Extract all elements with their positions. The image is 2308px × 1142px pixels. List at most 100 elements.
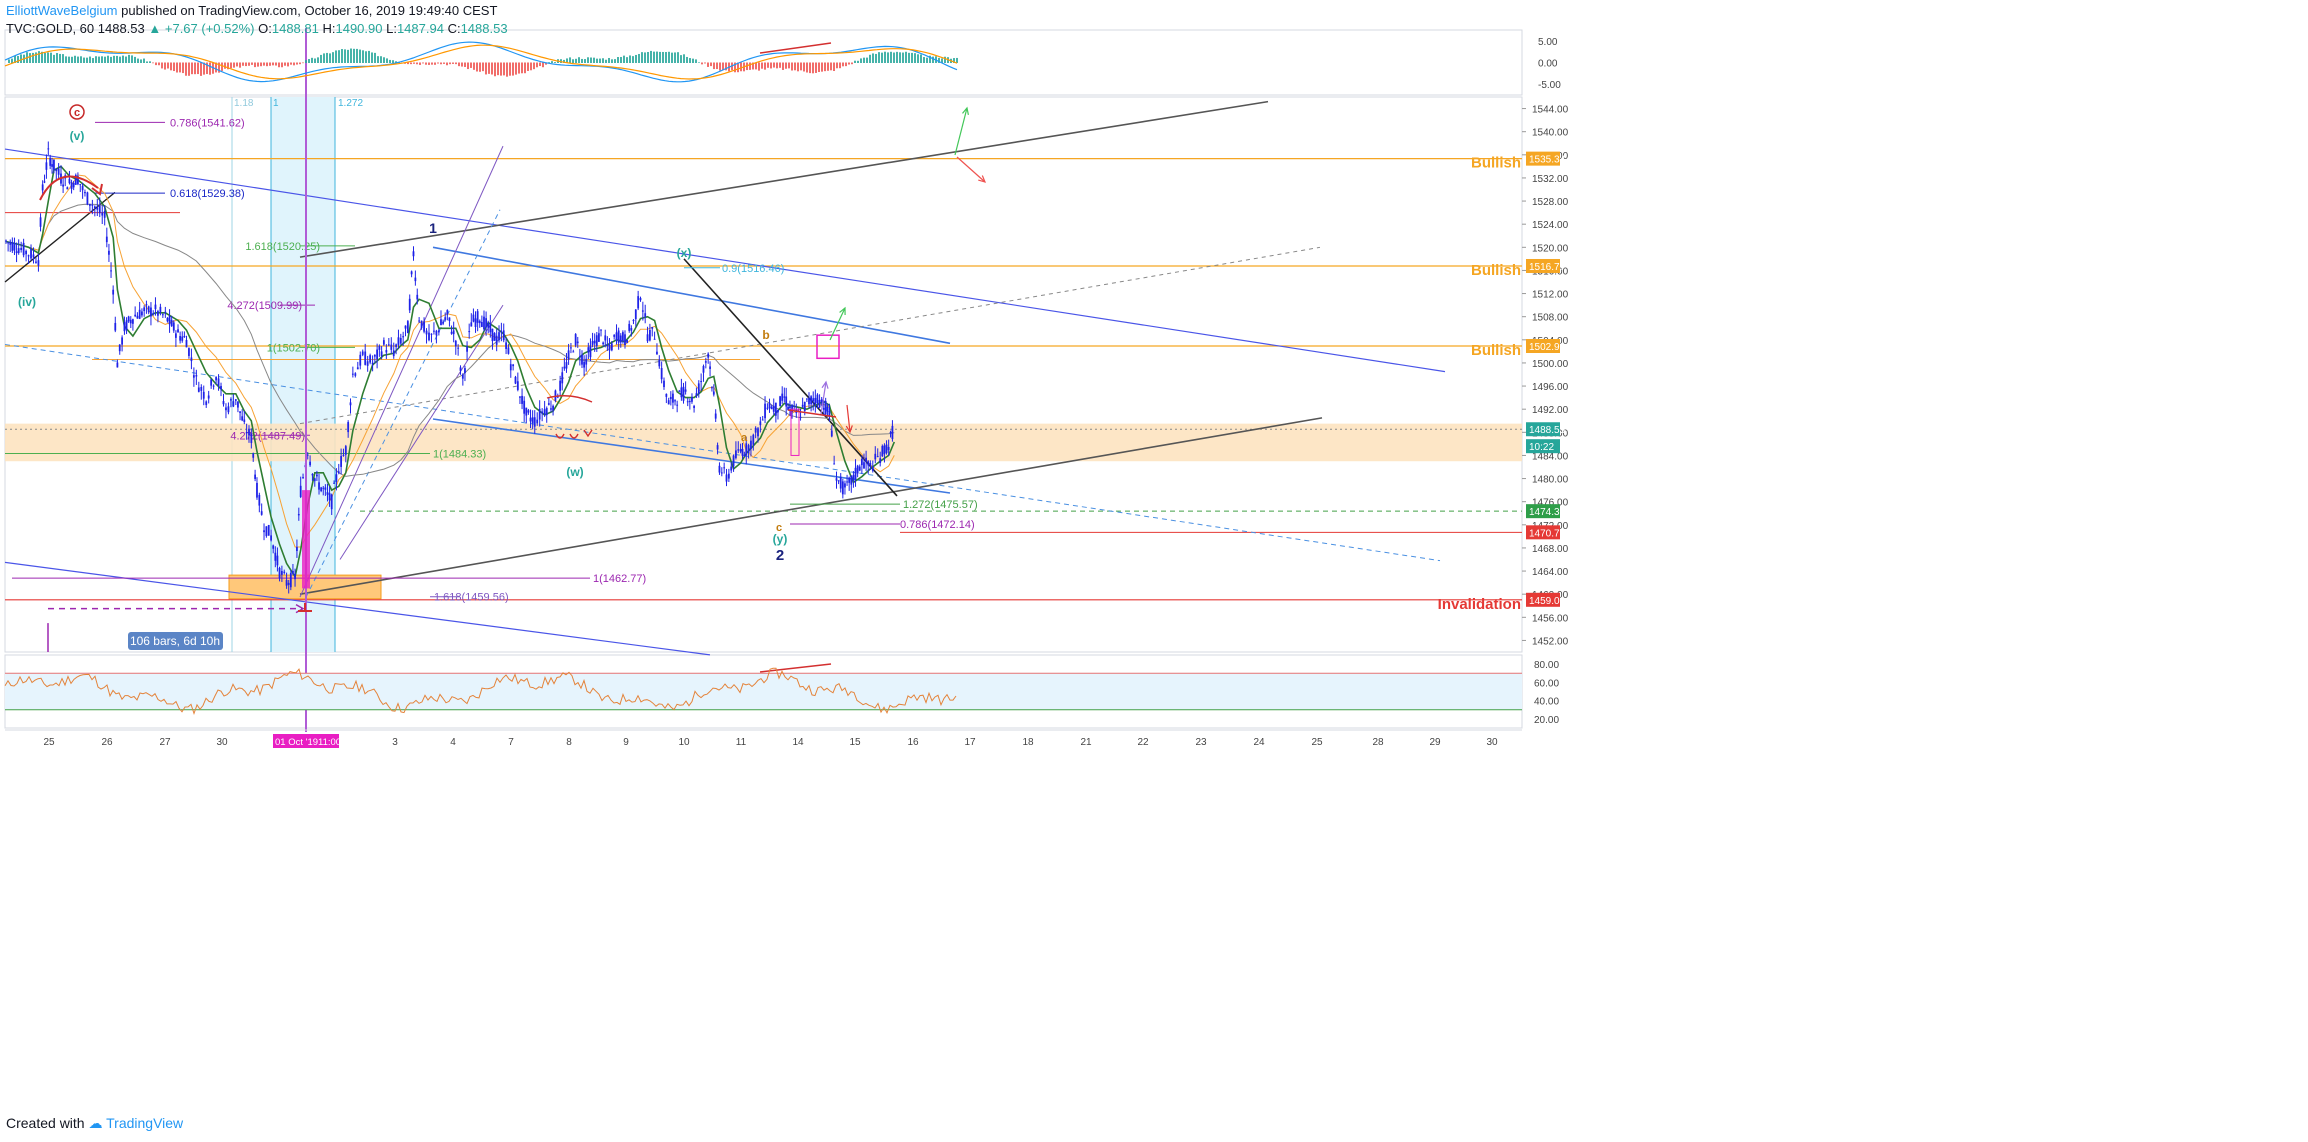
macd-bar (941, 58, 943, 63)
candle-body (408, 298, 411, 311)
y-tick-label: 1452.00 (1532, 636, 1569, 647)
candle-body (202, 391, 205, 399)
fib-level-label: 0.618(1529.38) (170, 188, 245, 200)
macd-bar (635, 54, 637, 63)
candle-body (480, 321, 483, 327)
macd-bar (581, 58, 583, 63)
macd-bar (956, 57, 958, 63)
price-axis-badge (1526, 592, 1560, 607)
macd-bar (683, 54, 685, 63)
macd-bar (29, 53, 31, 63)
candle-body (324, 487, 327, 490)
macd-bar (167, 62, 169, 69)
candle-body (529, 417, 532, 422)
candle-body (17, 248, 20, 254)
candle-body (660, 367, 663, 380)
author-link[interactable]: ElliottWaveBelgium (6, 3, 118, 18)
x-tick-label: 11 (736, 737, 747, 748)
macd-bar (62, 54, 64, 63)
macd-bar (848, 62, 850, 65)
candle-body (127, 316, 130, 322)
price-axis-badge (1526, 439, 1560, 454)
candle-body (574, 334, 577, 346)
rsi-band (5, 673, 1522, 710)
candle-body (761, 419, 764, 421)
candle-body (437, 330, 440, 333)
macd-bar (590, 57, 592, 63)
macd-bar (512, 62, 514, 76)
x-tick-label: 8 (566, 737, 572, 748)
candle-body (653, 338, 656, 340)
macd-bar (665, 52, 667, 63)
candle-body (509, 364, 512, 371)
candle-body (239, 411, 241, 413)
candle-body (665, 393, 668, 397)
macd-bar (539, 62, 541, 67)
macd-bar (149, 61, 151, 63)
candle-body (772, 405, 775, 412)
wave-channel-upper (432, 246, 951, 345)
macd-bar (104, 56, 106, 63)
candle-body (576, 341, 579, 344)
candle-body (552, 405, 554, 411)
candle-body (136, 315, 139, 319)
candle-body (495, 335, 498, 345)
candle-body (306, 454, 309, 456)
y-tick-label: 1480.00 (1532, 475, 1569, 486)
x-tick-label: 17 (964, 737, 976, 748)
candle-body (846, 481, 848, 483)
y-tick-label: 1484.00 (1532, 451, 1569, 462)
macd-bar (944, 56, 946, 63)
candle-body (543, 409, 546, 415)
macd-bar (431, 62, 433, 65)
macd-bar (488, 62, 490, 74)
candle-body (98, 205, 101, 214)
macd-bar (503, 62, 505, 76)
macd-bar (536, 62, 538, 68)
range-measure-badge (128, 632, 223, 650)
candle-body (366, 361, 369, 366)
candle-body (177, 329, 179, 333)
candle-body (774, 402, 777, 416)
tradingview-brand[interactable]: TradingView (106, 1115, 184, 1131)
macd-bar (551, 61, 553, 63)
publish-line: ElliottWaveBelgium published on TradingV… (6, 3, 497, 18)
macd-bar (386, 58, 388, 63)
candle-body (234, 399, 237, 401)
reversal-arc (39, 175, 99, 201)
candle-body (43, 181, 46, 183)
candle-body (39, 217, 42, 227)
candle-body (289, 572, 292, 588)
projection-arrow-up-head (821, 380, 829, 389)
candle-body (333, 482, 335, 484)
macd-bar (881, 52, 883, 63)
tradingview-logo-icon[interactable]: ☁ (88, 1115, 103, 1131)
macd-bar (143, 58, 145, 63)
candle-body (302, 477, 304, 479)
candle-body (81, 185, 84, 191)
candle-body (378, 346, 381, 350)
macd-bar (875, 53, 877, 63)
fib-level-label: 1(1502.70) (267, 342, 320, 354)
macd-bar (161, 62, 163, 69)
candle-body (397, 337, 400, 346)
macd-bar (578, 57, 580, 63)
candle-body (810, 396, 813, 405)
macd-bar (230, 62, 232, 69)
macd-bar (617, 57, 619, 63)
candle-body (359, 354, 362, 366)
y-tick-label: 1500.00 (1532, 359, 1569, 370)
macd-bar (44, 52, 46, 63)
candle-body (841, 481, 844, 495)
candle-body (227, 406, 230, 413)
candle-body (170, 319, 173, 327)
macd-bar (896, 51, 898, 63)
candle-body (309, 461, 311, 466)
candle-body (507, 347, 510, 354)
candle-body (871, 466, 874, 471)
candle-body (361, 351, 364, 355)
wave-label: b (762, 328, 769, 342)
macd-bar (776, 62, 778, 69)
macd-bar (686, 56, 688, 63)
x-tick-label: 23 (1195, 737, 1207, 748)
